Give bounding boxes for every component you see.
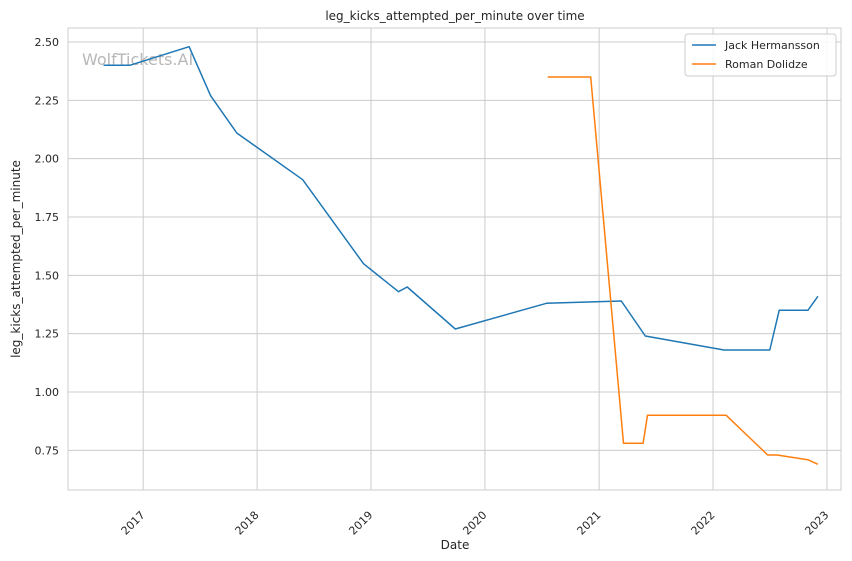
y-tick-label-1.50: 1.50 [35,269,60,282]
legend-box [684,33,837,77]
x-tick-labels: 2017 2018 2019 2020 2021 2022 2023 [119,509,832,538]
plot-frame [67,27,842,491]
x-tick-label-2018: 2018 [233,509,262,538]
x-gridlines [142,28,828,490]
x-tick-label-2021: 2021 [575,509,604,538]
chart-title: leg_kicks_attempted_per_minute over time [325,9,584,23]
y-tick-label-2.50: 2.50 [35,36,60,49]
y-tick-label-1.00: 1.00 [35,386,60,399]
y-tick-label-2.00: 2.00 [35,153,60,166]
legend-label-jack-hermansson: Jack Hermansson [724,39,820,52]
x-tick-label-2022: 2022 [689,509,718,538]
y-tick-labels: 0.75 1.00 1.25 1.50 1.75 2.00 2.25 2.50 [35,36,60,457]
x-tick-label-2019: 2019 [346,509,375,538]
series-line-jack-hermansson [103,45,819,351]
x-tick-label-2023: 2023 [802,509,831,538]
y-axis-label: leg_kicks_attempted_per_minute [9,160,23,358]
x-axis-label: Date [441,538,470,552]
legend: Jack Hermansson Roman Dolidze [684,33,837,77]
watermark-text: WolfTickets.AI [82,50,193,69]
x-tick-label-2017: 2017 [119,509,148,538]
y-tick-label-0.75: 0.75 [35,444,60,457]
legend-label-roman-dolidze: Roman Dolidze [725,58,808,71]
y-tick-label-1.75: 1.75 [35,211,60,224]
x-tick-label-2020: 2020 [460,509,489,538]
y-tick-label-1.25: 1.25 [35,328,60,341]
y-gridlines [68,41,841,451]
series-line-roman-dolidze [547,76,819,465]
series-layer [103,45,819,465]
y-tick-label-2.25: 2.25 [35,94,60,107]
